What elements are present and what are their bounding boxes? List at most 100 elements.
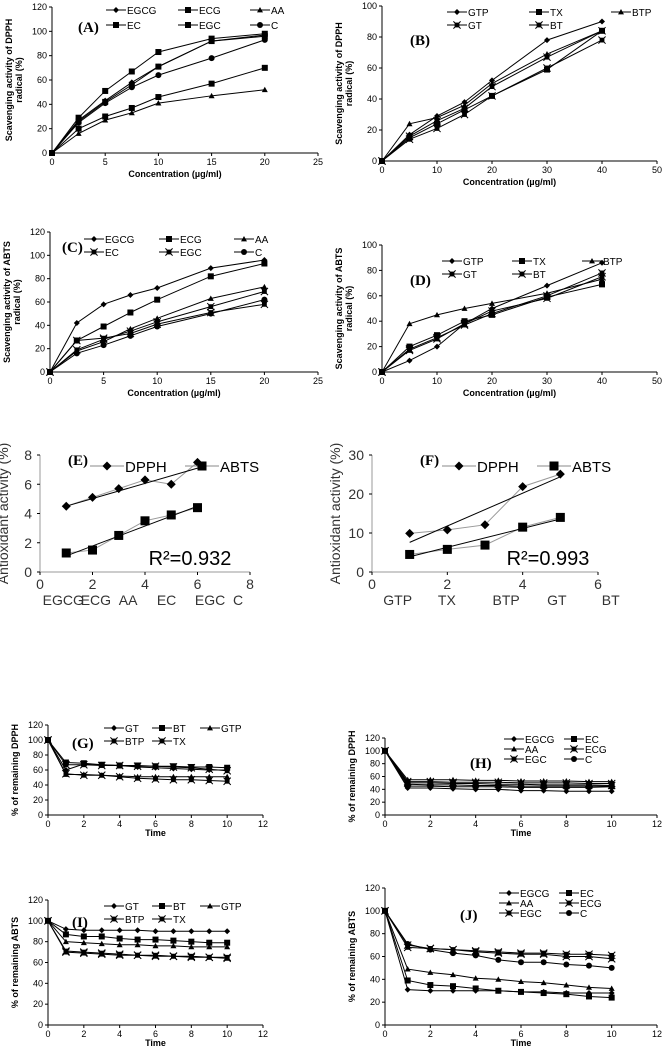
legend-label: EC: [127, 21, 141, 32]
legend-entry-bt: BT: [152, 902, 186, 913]
legend-entry-gtp: GTP: [447, 8, 489, 19]
data-point: [261, 86, 268, 93]
y-tick-label: 0: [372, 367, 377, 377]
data-point: [261, 36, 268, 43]
marker-cross: [433, 116, 441, 125]
category-label: GTP: [383, 592, 412, 608]
y-axis-label: % of remaining ABTS: [10, 917, 20, 1008]
y-axis-label: radical (%): [344, 61, 354, 107]
data-point: [224, 773, 231, 780]
legend-marker: [159, 725, 165, 731]
legend-entry-ecg: ECG: [178, 6, 221, 17]
category-label: GT: [547, 592, 567, 608]
y-axis-label: Scavenging activity of DPPH: [334, 22, 344, 145]
data-point: [223, 766, 232, 775]
data-point: [133, 774, 142, 783]
marker-cross: [90, 248, 98, 256]
y-axis-label: Scavenging activity of ABTS: [2, 241, 12, 363]
data-point: [406, 320, 413, 327]
data-point: [205, 776, 214, 785]
data-point: [102, 113, 109, 120]
y-tick-label: 40: [33, 978, 43, 988]
data-point: [170, 928, 177, 935]
data-point: [427, 982, 434, 989]
data-point: [154, 296, 161, 303]
data-point: [208, 38, 215, 45]
y-tick-label: 4: [24, 506, 32, 522]
data-point: [133, 951, 142, 960]
data-point: [152, 942, 159, 949]
data-point: [433, 335, 441, 343]
data-point: [261, 260, 268, 267]
x-tick-label: 6: [194, 576, 202, 592]
r-squared-annotation: R²=0.993: [507, 548, 590, 570]
data-point: [134, 941, 141, 948]
legend-label: BT: [533, 270, 546, 281]
data-point: [72, 336, 81, 345]
legend-marker: [166, 236, 172, 242]
data-point: [378, 368, 386, 376]
data-point: [586, 993, 592, 1000]
panel-label: (F): [420, 453, 439, 469]
x-tick-label: 6: [153, 1029, 158, 1039]
x-tick-label: 0: [379, 165, 384, 175]
marker-cross: [110, 737, 118, 745]
data-point: [543, 294, 551, 303]
data-point: [187, 763, 196, 772]
category-label: EGC: [195, 592, 225, 608]
legend-marker: [102, 461, 112, 471]
data-point: [544, 282, 550, 289]
data-point: [598, 36, 606, 45]
data-point: [518, 959, 524, 966]
data-point: [224, 928, 231, 935]
x-tick-label: 25: [313, 376, 323, 386]
data-point: [434, 343, 440, 350]
data-point: [562, 952, 571, 961]
data-point: [562, 778, 571, 787]
data-point: [540, 959, 547, 966]
data-point: [140, 516, 150, 526]
y-axis-label: radical (%): [344, 286, 354, 332]
data-point: [169, 952, 178, 961]
data-point: [599, 18, 605, 25]
data-point: [382, 747, 388, 754]
marker-cross: [460, 110, 469, 119]
marker-cross: [535, 21, 543, 29]
data-point: [99, 334, 108, 343]
y-tick-label: 60: [37, 75, 47, 85]
data-point: [480, 520, 490, 530]
data-point: [540, 990, 547, 997]
marker-cross: [378, 368, 386, 376]
data-point: [598, 272, 606, 281]
series-abts: [61, 503, 202, 558]
legend-entry-egcg: EGCG: [106, 6, 157, 17]
data-point: [494, 949, 503, 958]
category-label: ECG: [81, 592, 111, 608]
y-tick-label: 120: [28, 895, 43, 905]
data-point: [62, 931, 69, 938]
y-tick-label: 40: [367, 316, 377, 326]
category-label: AA: [119, 592, 138, 608]
data-point: [472, 985, 479, 992]
data-point: [207, 265, 214, 272]
legend-marker: [159, 903, 165, 909]
data-point: [261, 296, 268, 303]
legend-entry-abts: ABTS: [537, 459, 611, 476]
series-bt: [378, 272, 606, 376]
data-point: [555, 469, 565, 479]
x-tick-label: 8: [189, 819, 194, 829]
legend-entry-btp: BTP: [582, 257, 623, 268]
x-tick-label: 0: [382, 1029, 387, 1039]
data-point: [127, 309, 134, 316]
data-point: [608, 990, 615, 997]
y-tick-label: 120: [365, 883, 380, 893]
data-point: [207, 310, 214, 317]
x-tick-label: 15: [206, 376, 216, 386]
x-tick-label: 40: [597, 165, 607, 175]
data-point: [543, 53, 551, 62]
y-axis-label: Scavenging activity of ABTS: [334, 248, 344, 370]
marker-cross: [539, 778, 548, 787]
data-point: [206, 939, 213, 946]
data-point: [449, 778, 457, 787]
data-point: [128, 84, 135, 91]
